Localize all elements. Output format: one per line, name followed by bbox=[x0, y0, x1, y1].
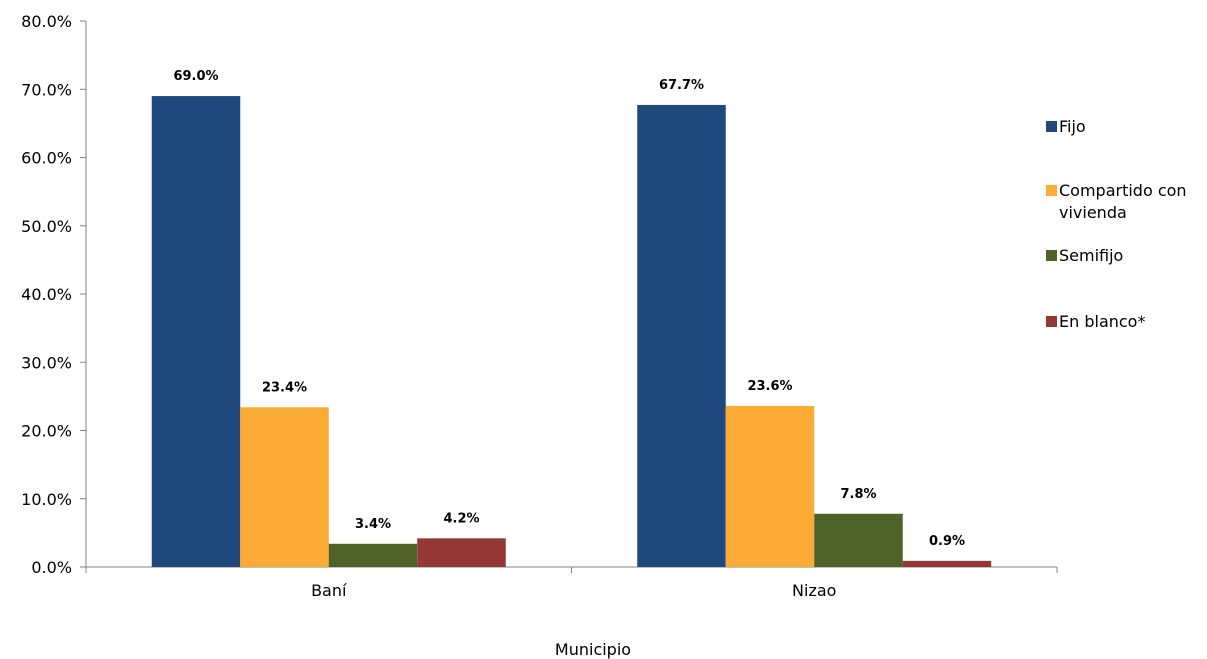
legend-label: Semifijo bbox=[1059, 246, 1123, 265]
y-tick-label: 30.0% bbox=[21, 353, 72, 372]
data-label: 7.8% bbox=[840, 487, 876, 502]
x-axis-title: Municipio bbox=[555, 640, 631, 659]
legend-swatch bbox=[1046, 185, 1057, 196]
data-label: 67.7% bbox=[659, 78, 704, 93]
data-label: 23.6% bbox=[747, 379, 792, 394]
bar bbox=[902, 560, 992, 567]
legend-label: En blanco* bbox=[1059, 312, 1145, 331]
y-tick-label: 40.0% bbox=[21, 285, 72, 304]
bar-group bbox=[151, 96, 992, 567]
bar bbox=[814, 513, 903, 567]
x-category-label: Nizao bbox=[792, 581, 836, 600]
bar bbox=[240, 407, 329, 567]
legend-swatch bbox=[1046, 250, 1057, 261]
x-axis: Baní Nizao bbox=[85, 566, 1058, 600]
data-label: 69.0% bbox=[173, 69, 218, 84]
data-label: 4.2% bbox=[443, 511, 479, 526]
y-tick-label: 70.0% bbox=[21, 80, 72, 99]
y-tick-label: 50.0% bbox=[21, 217, 72, 236]
y-tick-label: 10.0% bbox=[21, 490, 72, 509]
y-tick-label: 60.0% bbox=[21, 149, 72, 168]
bar bbox=[417, 538, 506, 567]
legend-label: Compartido con bbox=[1059, 181, 1187, 200]
legend-label: vivienda bbox=[1059, 203, 1127, 222]
data-label: 23.4% bbox=[262, 380, 307, 395]
data-label: 3.4% bbox=[355, 517, 391, 532]
bar bbox=[151, 96, 241, 567]
data-label: 0.9% bbox=[929, 534, 965, 549]
x-category-label: Baní bbox=[311, 581, 347, 600]
bar bbox=[637, 104, 726, 567]
bar bbox=[328, 543, 418, 567]
legend-swatch bbox=[1046, 121, 1057, 132]
y-tick-label: 20.0% bbox=[21, 422, 72, 441]
y-tick-label: 0.0% bbox=[31, 558, 72, 577]
legend-label: Fijo bbox=[1059, 117, 1086, 136]
legend: Fijo Compartido con vivienda Semifijo En bla… bbox=[1046, 117, 1187, 331]
data-label-group: 69.0% 23.4% 3.4% 4.2% 67.7% 23.6% 7.8% 0.9% bbox=[173, 69, 965, 549]
bar bbox=[725, 405, 815, 567]
y-tick-label: 80.0% bbox=[21, 12, 72, 31]
legend-swatch bbox=[1046, 316, 1057, 327]
y-axis: 0.0% 10.0% 20.0% 30.0% 40.0% 50.0% 60.0% 70.0% 8… bbox=[21, 12, 87, 577]
